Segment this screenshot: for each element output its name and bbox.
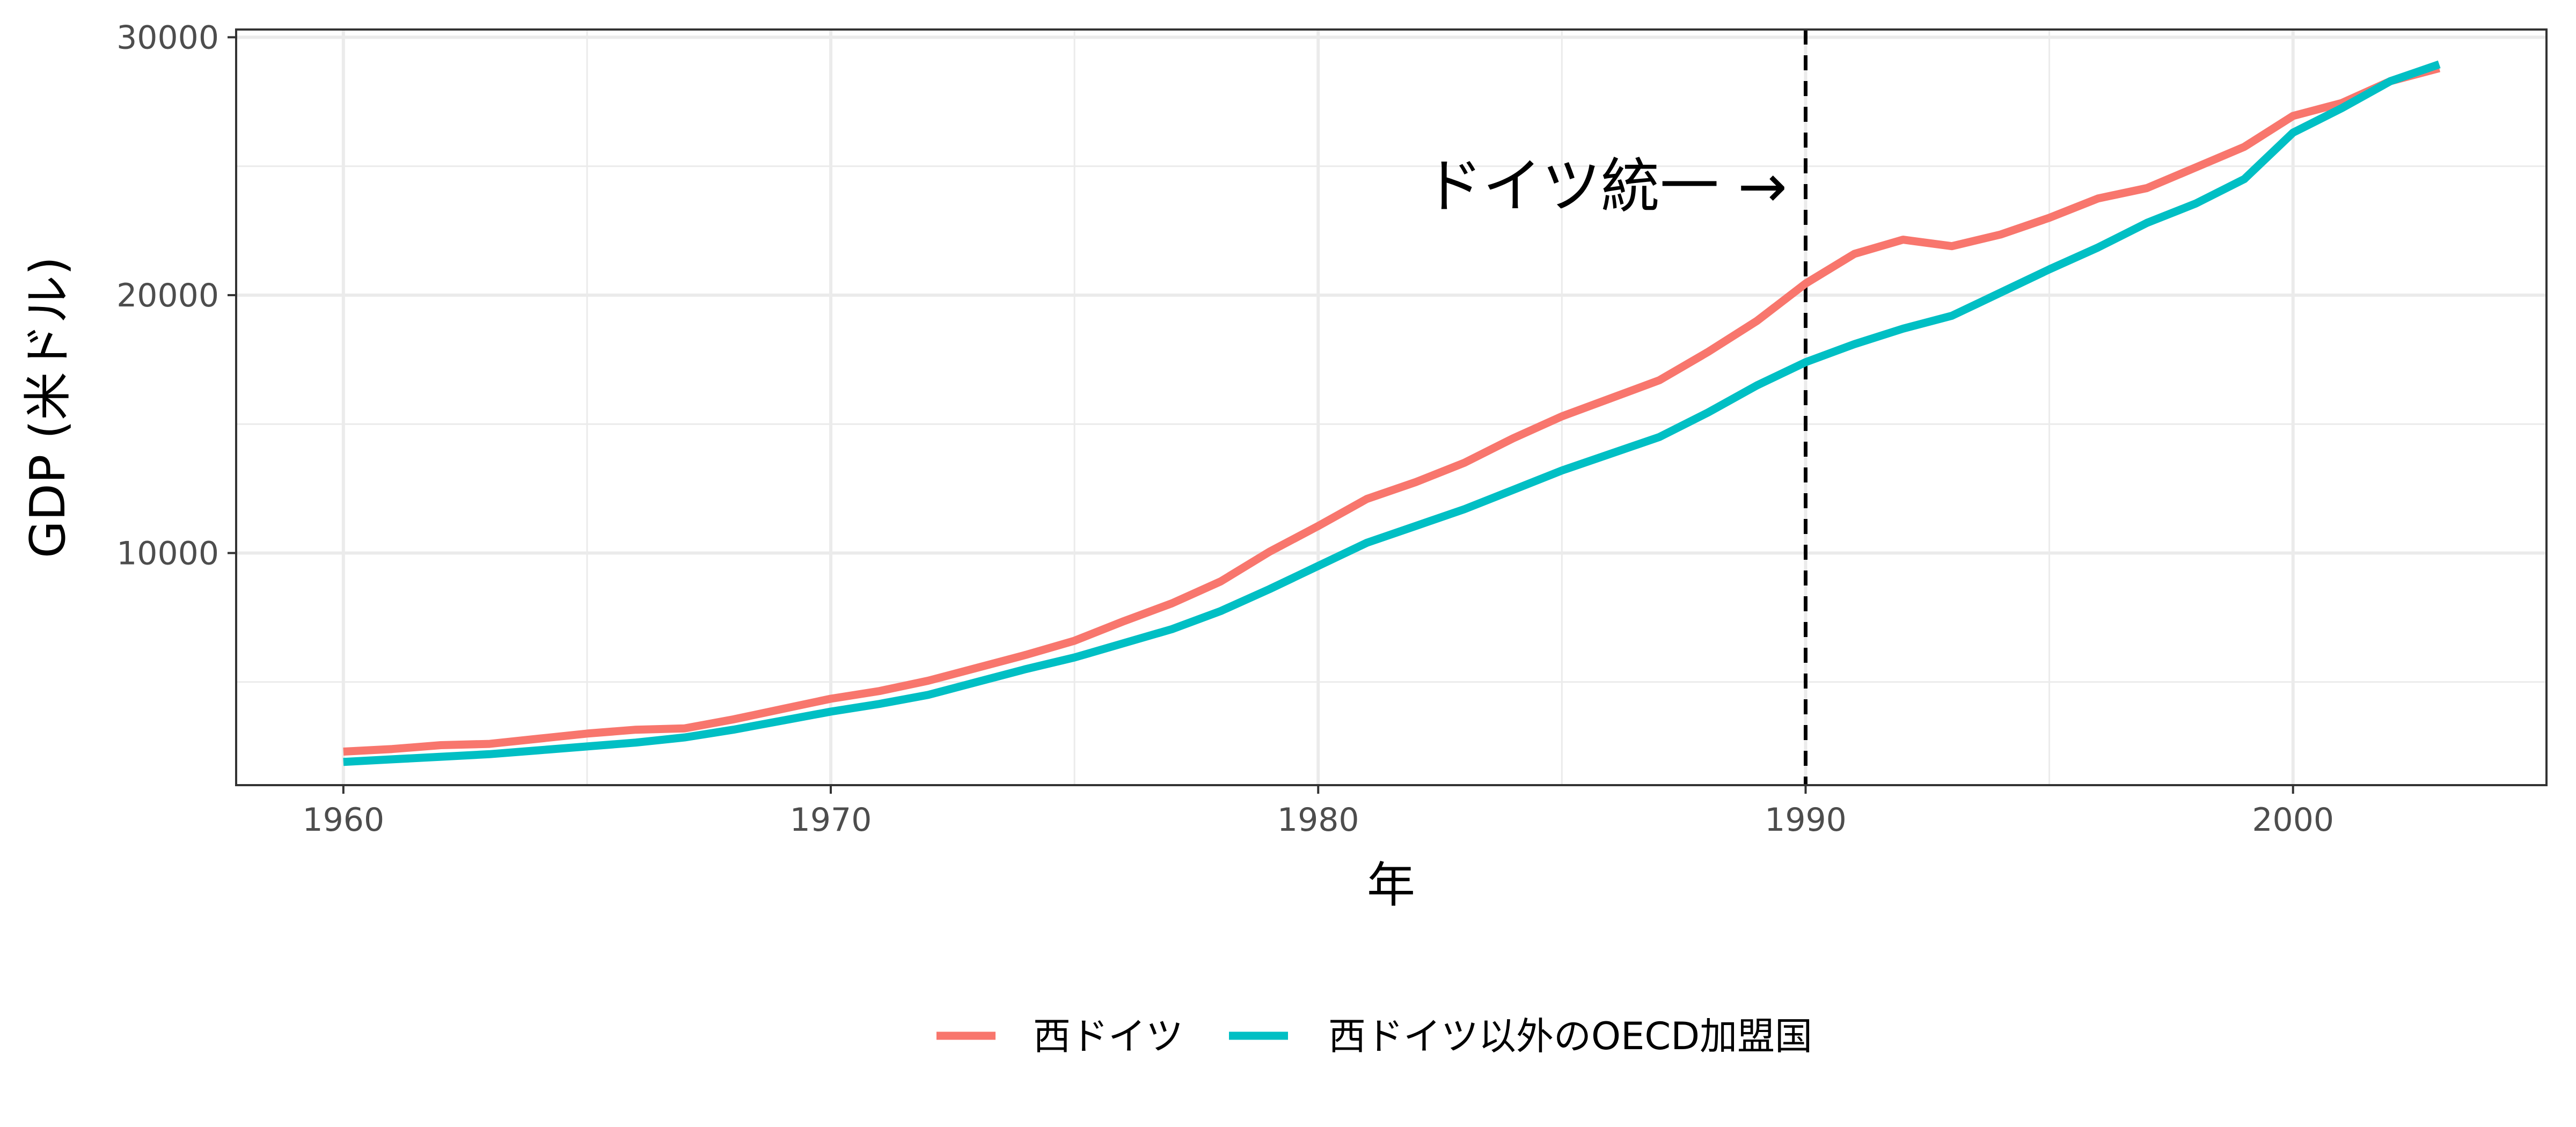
x-tick-label: 1990 xyxy=(1765,801,1847,839)
y-tick-label: 20000 xyxy=(116,277,219,314)
series-line-2 xyxy=(343,60,2441,766)
x-tick-label: 1970 xyxy=(790,801,872,839)
series-group xyxy=(343,60,2441,766)
y-tick-label: 30000 xyxy=(116,19,219,56)
annotation-text: ドイツ統一 → xyxy=(1424,152,1787,221)
axes: 1960 1970 1980 1990 2000 10000 20000 30000 xyxy=(116,19,2334,839)
x-axis-title: 年 xyxy=(1367,857,1415,913)
y-tick-label: 10000 xyxy=(116,535,219,573)
y-axis-title: GDP (米ドル) xyxy=(20,257,76,558)
plot-border xyxy=(235,28,2548,786)
grid xyxy=(236,30,2546,785)
legend: 西ドイツ 西ドイツ以外のOECD加盟国 xyxy=(936,1014,1812,1058)
plot-panel xyxy=(236,30,2546,785)
x-tick-label: 1960 xyxy=(302,801,384,839)
series-line-1 xyxy=(343,64,2441,756)
x-tick-label: 1980 xyxy=(1277,801,1359,839)
x-tick-label: 2000 xyxy=(2252,801,2334,839)
legend-label-2: 西ドイツ以外のOECD加盟国 xyxy=(1328,1014,1812,1058)
legend-label-1: 西ドイツ xyxy=(1033,1014,1183,1058)
